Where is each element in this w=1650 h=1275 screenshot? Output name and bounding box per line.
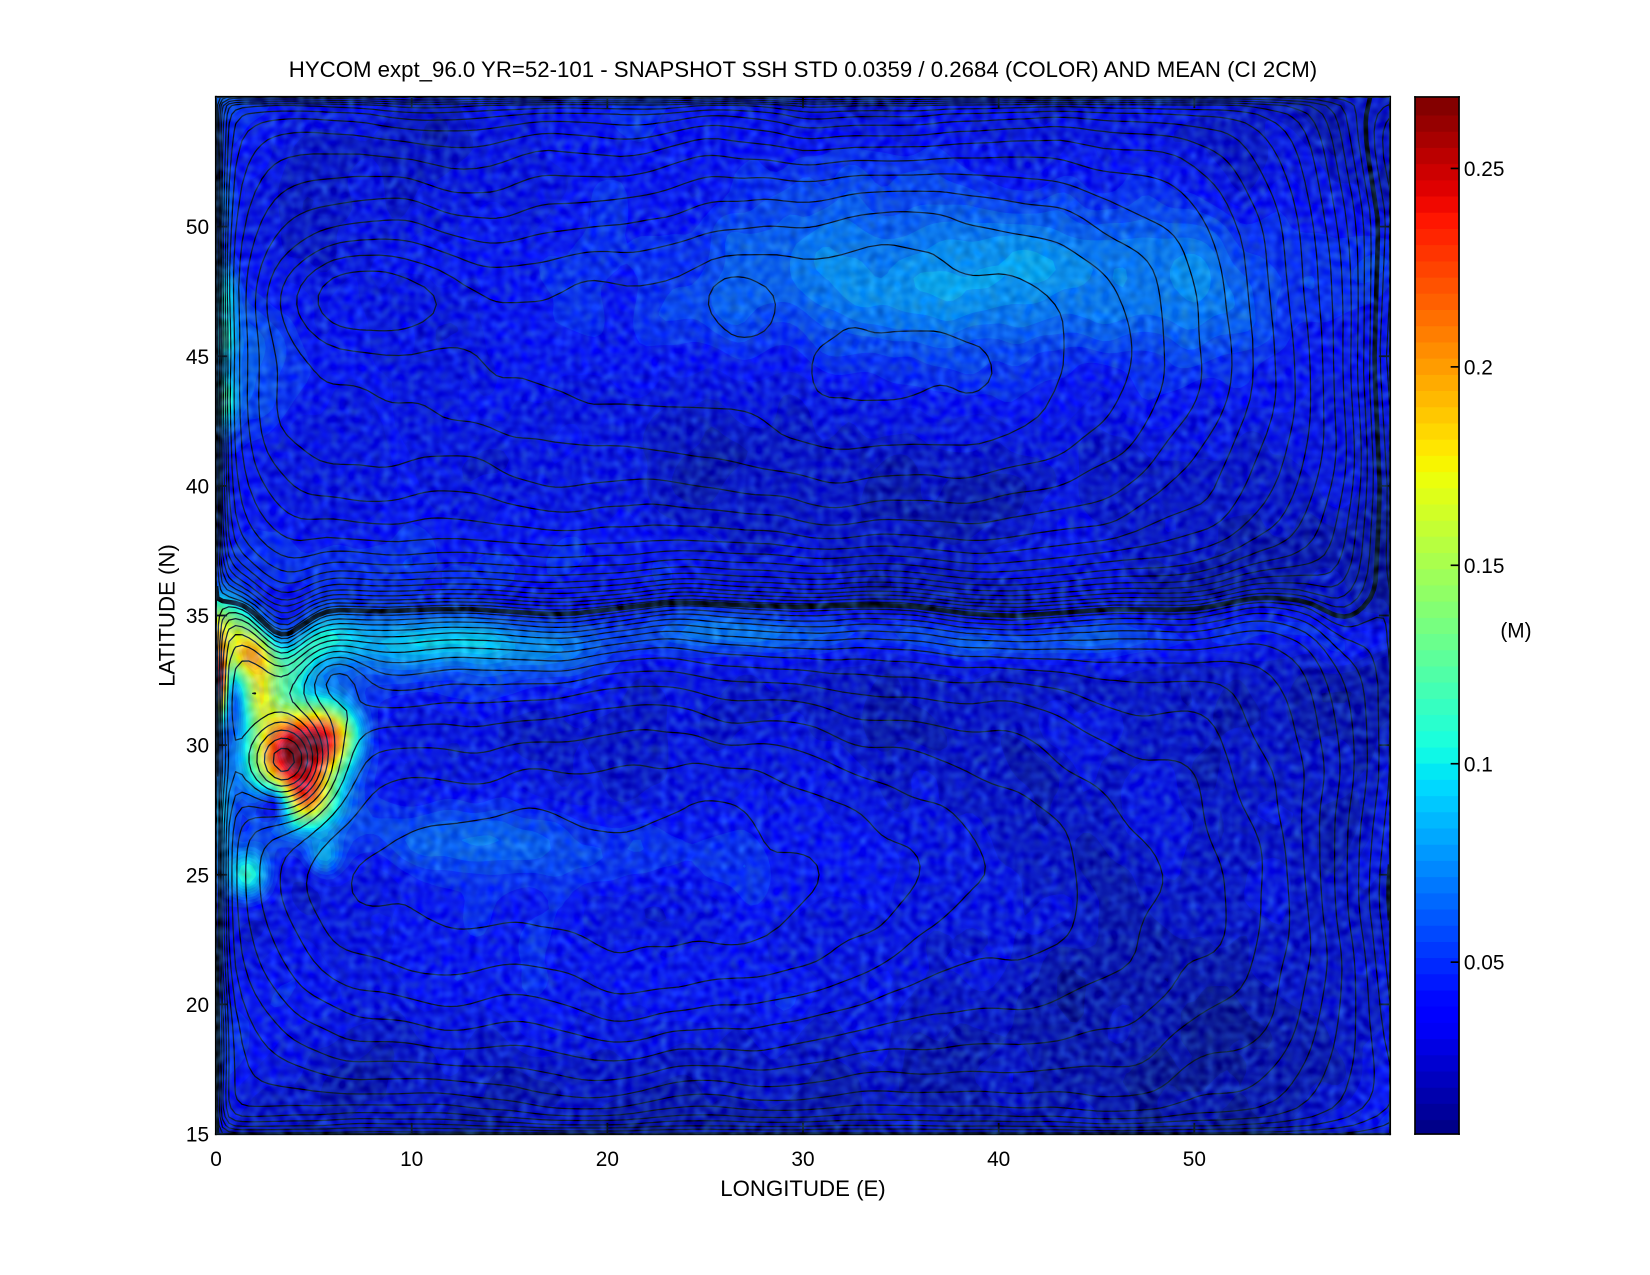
svg-text:(M): (M) bbox=[1500, 619, 1531, 642]
svg-text:30: 30 bbox=[186, 735, 209, 758]
svg-text:40: 40 bbox=[987, 1148, 1010, 1171]
svg-text:LONGITUDE (E): LONGITUDE (E) bbox=[720, 1176, 885, 1201]
svg-text:0.25: 0.25 bbox=[1464, 158, 1505, 181]
svg-text:25: 25 bbox=[186, 864, 209, 887]
svg-text:30: 30 bbox=[791, 1148, 814, 1171]
svg-text:HYCOM expt_96.0 YR=52-101 - SN: HYCOM expt_96.0 YR=52-101 - SNAPSHOT SSH… bbox=[289, 57, 1317, 82]
svg-text:50: 50 bbox=[1183, 1148, 1206, 1171]
svg-text:LATITUDE (N): LATITUDE (N) bbox=[154, 544, 179, 687]
svg-text:15: 15 bbox=[186, 1124, 209, 1147]
svg-text:45: 45 bbox=[186, 346, 209, 369]
svg-text:0.05: 0.05 bbox=[1464, 952, 1505, 975]
svg-text:0.2: 0.2 bbox=[1464, 356, 1493, 379]
svg-text:10: 10 bbox=[400, 1148, 423, 1171]
svg-text:0.15: 0.15 bbox=[1464, 555, 1505, 578]
svg-text:50: 50 bbox=[186, 216, 209, 239]
svg-text:35: 35 bbox=[186, 605, 209, 628]
svg-text:40: 40 bbox=[186, 475, 209, 498]
svg-text:0: 0 bbox=[210, 1148, 222, 1171]
svg-text:0.1: 0.1 bbox=[1464, 753, 1493, 776]
svg-text:20: 20 bbox=[186, 994, 209, 1017]
svg-text:20: 20 bbox=[596, 1148, 619, 1171]
